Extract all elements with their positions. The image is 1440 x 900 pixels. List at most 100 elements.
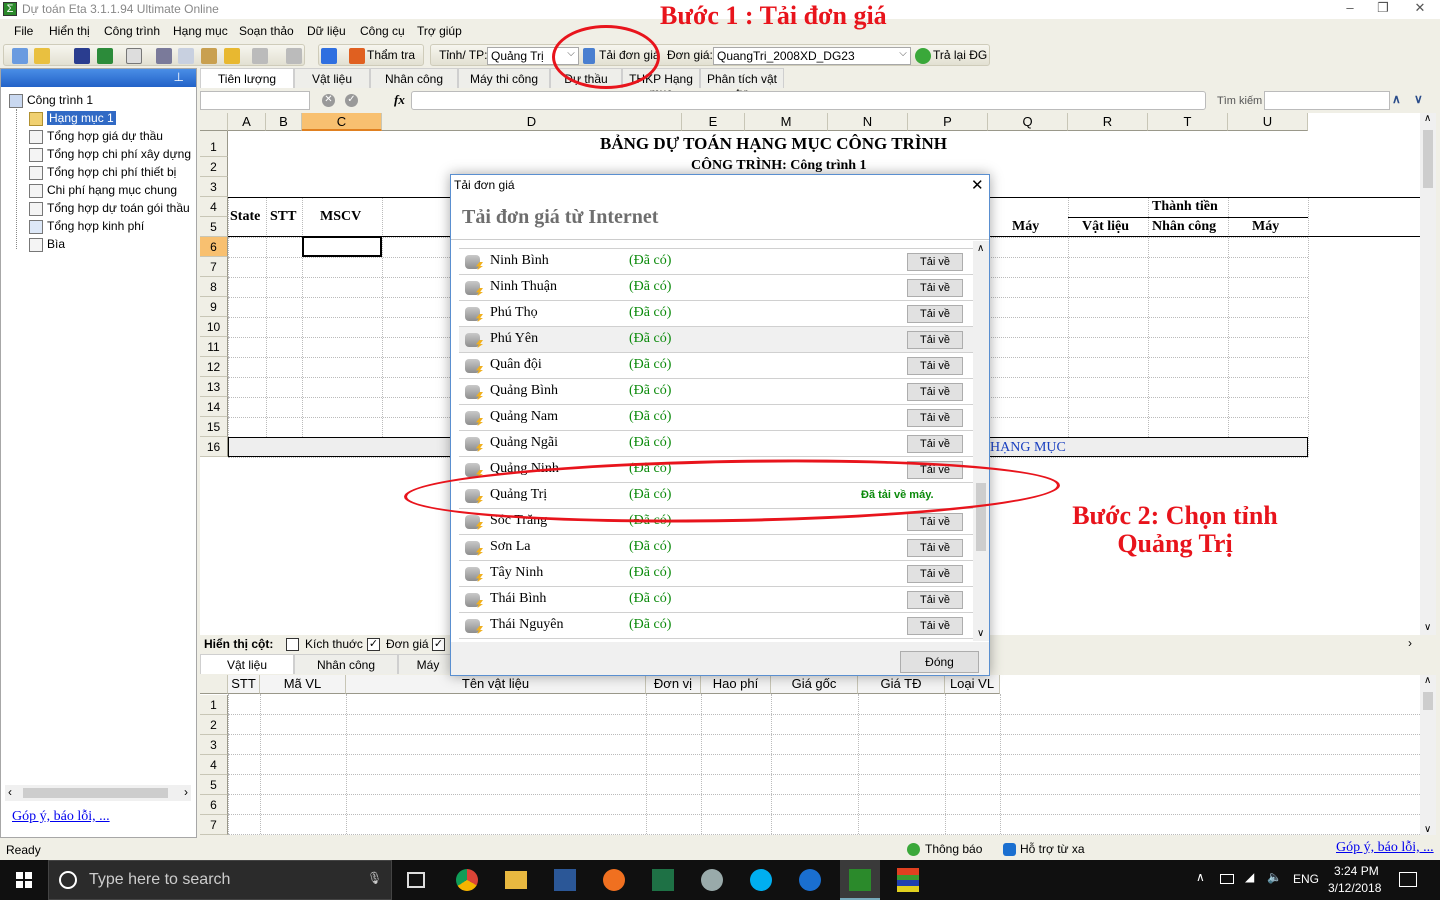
arrow-up-icon[interactable]: ∧ [977,243,985,254]
sidebar-item[interactable]: Tổng hợp chi phí thiết bị [29,165,176,180]
province-row[interactable]: Thái Bình (Đã có) Tải về [459,587,973,613]
column-header[interactable]: Giá gốc [771,675,858,694]
search-down-icon[interactable]: ∨ [1414,92,1423,106]
row-header[interactable]: 7 [200,815,228,835]
column-header[interactable]: N [828,113,908,131]
column-header[interactable]: B [266,113,302,131]
tab-2[interactable]: Nhân công [370,68,458,88]
arrow-left-icon[interactable]: ‹ [8,785,12,799]
chevron-up-icon[interactable]: ∧ [1196,870,1205,884]
print-preview-icon[interactable] [126,48,142,64]
menu-help[interactable]: Trợ giúp [417,24,462,38]
search-up-icon[interactable]: ∧ [1392,92,1401,106]
chrome-icon[interactable] [456,869,478,891]
row-header[interactable]: 4 [200,755,228,775]
row-header[interactable]: 2 [200,157,228,177]
province-row[interactable]: Thái Nguyên (Đã có) Tải về [459,613,973,639]
province-row[interactable]: Sóc Trăng (Đã có) Tải về [459,509,973,535]
chevron-down-icon[interactable]: ⌵ [899,48,907,59]
tab-1[interactable]: Vật liệu [294,68,370,88]
province-row[interactable]: Quảng Trị (Đã có) Đã tải về máy. [459,483,973,509]
materials-grid[interactable]: STT Mã VL Tên vật liệu Đơn vị Hao phí Giá gốc… [200,675,1420,835]
row-header[interactable]: 2 [200,715,228,735]
new-icon[interactable] [12,48,28,64]
province-row[interactable]: Tây Ninh (Đã có) Tải về [459,561,973,587]
taskbar-search[interactable]: Type here to search 🎙 [48,860,392,900]
menu-edit[interactable]: Soạn thảo [239,24,294,38]
menu-data[interactable]: Dữ liệu [307,24,346,38]
arrow-right-icon[interactable]: › [184,785,188,799]
row-header[interactable]: 15 [200,417,228,437]
column-header[interactable]: Hao phí [701,675,771,694]
list-item-partial[interactable] [459,240,973,249]
remote-support-button[interactable]: Hỗ trợ từ xa [1020,842,1085,856]
maximize-button[interactable]: ❐ [1377,0,1389,15]
dialog-close-icon[interactable]: ✕ [971,177,984,194]
menu-item[interactable]: Hạng mục [173,24,228,38]
lower-vertical-scrollbar[interactable]: ∧ ∨ [1420,675,1436,835]
wifi-icon[interactable]: ◢ [1245,870,1255,884]
column-header[interactable]: Loại VL [945,675,1000,694]
download-button[interactable]: Tải về [907,565,963,583]
horizontal-scrollbar[interactable]: ‹ › [5,785,191,801]
confirm-icon[interactable]: ✓ [345,94,358,107]
skype-icon[interactable] [750,869,772,891]
row-header[interactable]: 14 [200,397,228,417]
download-button[interactable]: Tải về [907,435,963,453]
selected-cell[interactable] [302,236,382,257]
corner-cell[interactable] [200,113,228,131]
dongia-select[interactable]: QuangTri_2008XD_DG23 ⌵ [713,47,911,65]
word-icon[interactable] [554,869,576,891]
sidebar-item[interactable]: Chi phí hạng mục chung [29,183,177,198]
scroll-thumb[interactable] [1423,130,1433,188]
row-header[interactable]: 3 [200,735,228,755]
arrow-down-icon[interactable]: ∨ [977,628,985,639]
lower-tab-0[interactable]: Vật liệu [200,654,294,674]
minimize-button[interactable]: – [1346,0,1354,15]
column-header[interactable]: P [908,113,988,131]
dt-app-icon[interactable] [897,868,919,892]
action-center-icon[interactable] [1399,872,1417,887]
pin-icon[interactable]: ⊥ [173,70,184,84]
province-row[interactable]: Quảng Bình (Đã có) Tải về [459,379,973,405]
sidebar-item[interactable]: Tổng hợp chi phí xây dựng [29,147,191,162]
menu-view[interactable]: Hiển thị [49,24,90,38]
download-button[interactable]: Tải về [907,253,963,271]
formula-input[interactable] [411,91,1206,110]
column-header[interactable]: Q [988,113,1068,131]
download-button[interactable]: Tải về [907,383,963,401]
save-icon[interactable] [74,48,90,64]
tab-0[interactable]: Tiên lượng [200,68,294,88]
column-header[interactable]: Tên vật liệu [346,675,646,694]
sidebar-item[interactable]: Hạng mục 1 [29,111,116,126]
tab-6[interactable]: Phân tích vật tư [700,68,784,100]
fast-forward-icon[interactable] [321,48,337,64]
province-row[interactable]: Ninh Bình (Đã có) Tải về [459,249,973,275]
sidebar-item[interactable]: Tổng hợp giá dự thầu [29,129,163,144]
language-indicator[interactable]: ENG [1293,872,1320,886]
download-button[interactable]: Tải về [907,591,963,609]
row-header[interactable]: 6 [200,795,228,815]
column-header[interactable]: STT [228,675,260,694]
row-header[interactable]: 9 [200,297,228,317]
row-header[interactable]: 13 [200,377,228,397]
arrow-down-icon[interactable]: ∨ [1424,824,1432,835]
menu-tools[interactable]: Công cụ [360,24,405,38]
corner-cell[interactable] [200,675,228,694]
province-row[interactable]: Quân đội (Đã có) Tải về [459,353,973,379]
province-row[interactable]: Sơn La (Đã có) Tải về [459,535,973,561]
column-header[interactable]: U [1228,113,1308,131]
open-folder-icon[interactable] [34,48,50,64]
province-row[interactable]: Quảng Ninh (Đã có) Tải về [459,457,973,483]
cancel-icon[interactable]: ✕ [322,94,335,107]
scroll-thumb[interactable] [23,788,168,798]
column-header[interactable]: R [1068,113,1148,131]
scroll-thumb[interactable] [1423,692,1433,710]
vertical-scrollbar[interactable]: ∧ ∨ [1420,113,1436,635]
copy-icon[interactable] [178,48,194,64]
battery-icon[interactable] [1220,874,1234,884]
column-header[interactable]: T [1148,113,1228,131]
row-header[interactable]: 8 [200,277,228,297]
arrow-right-icon[interactable]: › [1408,636,1412,650]
province-row[interactable]: Phú Yên (Đã có) Tải về [459,327,973,353]
